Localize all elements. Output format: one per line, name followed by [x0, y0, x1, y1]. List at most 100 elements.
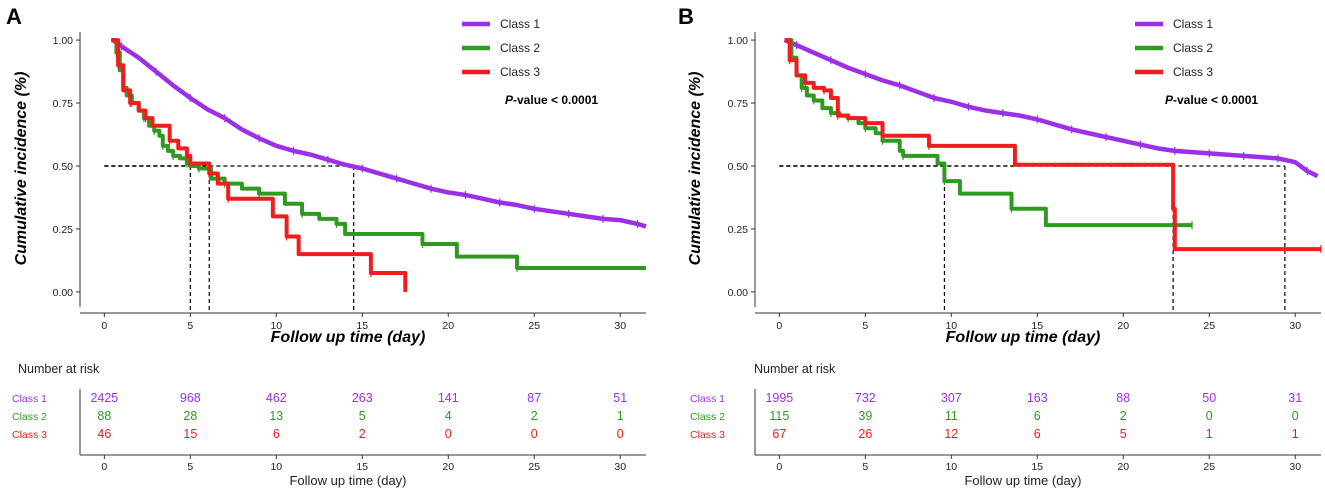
risk-x-tick-label: 10	[270, 461, 282, 473]
x-tick-label: 0	[776, 320, 782, 332]
y-tick-label: 0.75	[53, 98, 74, 110]
y-axis-title: Cumulative incidence (%)	[687, 72, 704, 266]
panel-b: B0.000.250.500.751.000 5 10 15 20 25 30Cumulat…	[678, 4, 1322, 488]
risk-value: 5	[359, 409, 366, 423]
x-tick-label: 20	[442, 320, 454, 332]
risk-x-axis-title: Follow up time (day)	[964, 473, 1081, 488]
x-tick-label: 25	[1203, 320, 1215, 332]
risk-x-axis-title: Follow up time (day)	[289, 473, 406, 488]
risk-value: 732	[855, 391, 876, 405]
risk-x-tick-label: 20	[442, 461, 454, 473]
x-tick-label: 0	[101, 320, 107, 332]
risk-value: 1	[1206, 427, 1213, 441]
risk-value: 968	[180, 391, 201, 405]
risk-value: 88	[97, 409, 111, 423]
risk-value: 6	[1034, 427, 1041, 441]
risk-x-tick-label: 0	[101, 461, 107, 473]
risk-value: 115	[769, 409, 789, 423]
risk-value: 1	[1292, 427, 1299, 441]
risk-x-tick-label: 5	[187, 461, 193, 473]
risk-value: 2	[531, 409, 538, 423]
legend-label: Class 2	[1173, 41, 1213, 55]
x-tick-label: 10	[945, 320, 957, 332]
risk-x-tick-label: 5	[862, 461, 868, 473]
x-tick-label: 25	[528, 320, 540, 332]
x-tick-label: 10	[270, 320, 282, 332]
y-tick-label: 0.25	[728, 224, 749, 236]
risk-value: 0	[531, 427, 538, 441]
risk-value: 0	[1292, 409, 1299, 423]
risk-x-tick-label: 10	[945, 461, 957, 473]
x-tick-label: 30	[1289, 320, 1301, 332]
risk-x-tick-label: 25	[528, 461, 540, 473]
x-tick-label: 15	[356, 320, 368, 332]
risk-value: 67	[772, 427, 786, 441]
legend-label: Class 3	[1173, 65, 1213, 79]
risk-table-title: Number at risk	[754, 362, 836, 376]
y-tick-label: 0.50	[728, 161, 749, 173]
legend-label: Class 2	[500, 41, 540, 55]
risk-value: 15	[183, 427, 197, 441]
x-tick-label: 30	[614, 320, 626, 332]
x-axis-title: Follow up time (day)	[946, 329, 1101, 346]
risk-value: 263	[352, 391, 373, 405]
p-value-text: P-value < 0.0001	[505, 93, 598, 107]
risk-row-label: Class 1	[690, 393, 725, 405]
panel-letter: B	[678, 4, 694, 29]
risk-value: 4	[445, 409, 452, 423]
x-tick-label: 5	[862, 320, 868, 332]
panel-a: A0.000.250.500.751.000 5 10 15 20 25 30Cumulat…	[6, 4, 647, 488]
risk-value: 39	[858, 409, 872, 423]
p-value-text: P-value < 0.0001	[1165, 93, 1258, 107]
series-line-class-2	[111, 38, 646, 270]
x-axis-title: Follow up time (day)	[271, 329, 426, 346]
risk-value: 11	[945, 409, 958, 423]
risk-value: 462	[266, 391, 287, 405]
legend-label: Class 3	[500, 65, 540, 79]
risk-row-label: Class 1	[12, 393, 47, 405]
risk-value: 0	[445, 427, 452, 441]
y-tick-label: 1.00	[728, 35, 749, 47]
x-tick-label: 20	[1117, 320, 1129, 332]
risk-value: 1995	[765, 391, 793, 405]
x-tick-label: 5	[187, 320, 193, 332]
risk-row-label: Class 3	[12, 429, 47, 441]
risk-x-tick-label: 30	[614, 461, 626, 473]
risk-row-label: Class 2	[690, 411, 725, 423]
risk-row-label: Class 3	[690, 429, 725, 441]
risk-value: 12	[944, 427, 958, 441]
risk-value: 2425	[90, 391, 118, 405]
panel-letter: A	[6, 4, 22, 29]
series-line-class-3	[784, 38, 1321, 252]
risk-value: 141	[438, 391, 459, 405]
risk-value: 6	[273, 427, 280, 441]
risk-x-tick-label: 15	[1031, 461, 1043, 473]
risk-value: 2	[1120, 409, 1127, 423]
risk-value: 6	[1034, 409, 1041, 423]
risk-value: 31	[1288, 391, 1302, 405]
risk-value: 0	[1206, 409, 1213, 423]
y-tick-label: 0.00	[728, 287, 749, 299]
y-tick-label: 0.00	[53, 287, 74, 299]
legend-label: Class 1	[500, 17, 540, 31]
legend-label: Class 1	[1173, 17, 1213, 31]
risk-x-tick-label: 0	[776, 461, 782, 473]
x-tick-label: 15	[1031, 320, 1043, 332]
risk-value: 88	[1116, 391, 1130, 405]
risk-value: 163	[1027, 391, 1048, 405]
risk-value: 28	[183, 409, 197, 423]
risk-value: 2	[359, 427, 366, 441]
series-line-class-2	[784, 38, 1193, 228]
risk-x-tick-label: 25	[1203, 461, 1215, 473]
risk-value: 1	[617, 409, 624, 423]
y-tick-label: 1.00	[53, 35, 74, 47]
risk-value: 87	[527, 391, 541, 405]
series-line-class-1	[111, 38, 647, 229]
risk-x-tick-label: 20	[1117, 461, 1129, 473]
risk-value: 46	[97, 427, 111, 441]
risk-value: 0	[617, 427, 624, 441]
series-line-class-1	[783, 37, 1319, 179]
risk-value: 307	[941, 391, 962, 405]
